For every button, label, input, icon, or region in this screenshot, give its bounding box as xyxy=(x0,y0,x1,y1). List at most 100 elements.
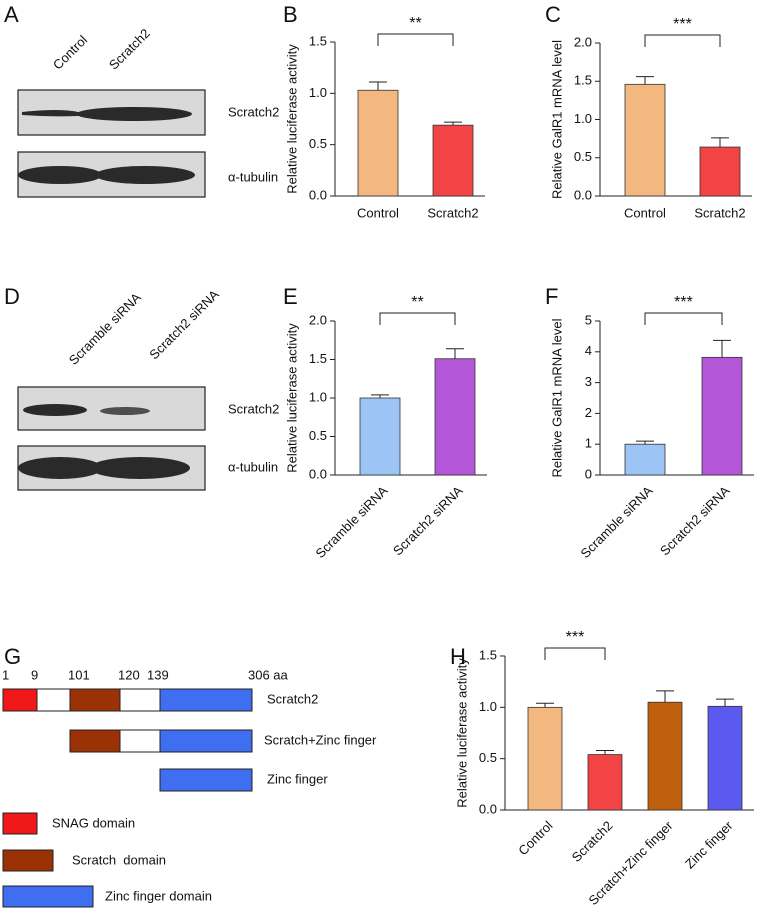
legend-label: Zinc finger domain xyxy=(105,888,212,903)
significance-bracket xyxy=(377,33,454,46)
y-tick-label: 1.0 xyxy=(309,85,327,100)
y-tick-label: 0.0 xyxy=(309,466,327,481)
y-tick-label: 0.5 xyxy=(574,149,592,164)
significance-label: *** xyxy=(566,629,585,646)
bar xyxy=(624,83,666,197)
y-tick-label: 1.0 xyxy=(309,389,327,404)
significance-bracket xyxy=(644,312,723,325)
lane-label: Scratch2 xyxy=(106,26,153,73)
band xyxy=(22,110,78,117)
x-tick-label: Scratch2 xyxy=(427,205,478,220)
significance-label: *** xyxy=(673,16,692,33)
y-tick-label: 1.0 xyxy=(479,699,497,714)
y-tick-label: 2.0 xyxy=(574,34,592,49)
x-tick-label: Control xyxy=(624,205,666,220)
band-label: Scratch2 xyxy=(228,104,279,119)
band xyxy=(95,166,195,184)
y-axis-label: Relative GalR1 mRNA level xyxy=(549,318,564,477)
band xyxy=(18,166,102,184)
bar xyxy=(701,356,743,476)
band xyxy=(90,457,190,479)
y-tick-label: 0.5 xyxy=(309,428,327,443)
panel-label: G xyxy=(4,644,21,669)
y-tick-label: 0 xyxy=(585,466,592,481)
legend-label: SNAG domain xyxy=(52,815,135,830)
y-tick-label: 0.0 xyxy=(309,187,327,202)
construct-label: Scratch+Zinc finger xyxy=(264,732,377,747)
x-tick-label: Scratch2 siRNA xyxy=(657,483,733,559)
y-axis-label: Relative luciferase activity xyxy=(284,44,299,194)
y-tick-label: 2.0 xyxy=(309,312,327,327)
bar xyxy=(707,705,743,811)
band xyxy=(18,457,102,479)
construct xyxy=(69,729,253,753)
y-tick-label: 1.5 xyxy=(479,647,497,662)
significance-label: *** xyxy=(674,294,693,311)
x-tick-label: Zinc finger xyxy=(682,817,736,871)
error-bar xyxy=(656,690,674,703)
band-label: α-tubulin xyxy=(228,459,278,474)
x-tick-label: Scratch2 xyxy=(569,818,616,865)
band xyxy=(76,107,192,121)
y-axis-label: Relative luciferase activity xyxy=(284,323,299,473)
position-label: 1 xyxy=(2,667,9,682)
position-label: 9 xyxy=(31,667,38,682)
y-tick-label: 0.5 xyxy=(479,750,497,765)
panel-label: C xyxy=(545,2,561,27)
y-tick-label: 1.5 xyxy=(309,33,327,48)
y-tick-label: 1 xyxy=(585,436,592,451)
panel-label: H xyxy=(450,644,466,669)
x-tick-label: Scratch2 xyxy=(694,205,745,220)
position-label: 120 xyxy=(118,667,140,682)
bar xyxy=(624,443,666,476)
y-tick-label: 4 xyxy=(585,343,592,358)
x-tick-label: Control xyxy=(357,205,399,220)
construct-label: Zinc finger xyxy=(267,771,328,786)
significance-label: ** xyxy=(409,15,421,32)
error-bar xyxy=(444,121,462,126)
x-tick-label: Control xyxy=(515,818,555,858)
construct-label: Scratch2 xyxy=(267,691,318,706)
position-label: 139 xyxy=(147,667,169,682)
bar xyxy=(647,701,683,811)
error-bar xyxy=(636,440,654,445)
legend-label: Scratch domain xyxy=(72,852,166,867)
lane-label: Scratch2 siRNA xyxy=(146,287,222,363)
error-bar xyxy=(716,698,734,707)
y-tick-label: 0.0 xyxy=(479,801,497,816)
error-bar xyxy=(371,394,389,398)
band-label: α-tubulin xyxy=(228,169,278,184)
legend-swatch xyxy=(2,849,54,872)
bar xyxy=(527,706,563,811)
position-label: 306 aa xyxy=(248,667,289,682)
significance-bracket xyxy=(644,34,721,47)
error-bar xyxy=(369,81,387,91)
y-axis-label: Relative GalR1 mRNA level xyxy=(549,40,564,199)
position-label: 101 xyxy=(68,667,90,682)
y-tick-label: 2 xyxy=(585,405,592,420)
x-tick-label: Scramble siRNA xyxy=(313,483,391,561)
panel-label: A xyxy=(4,2,19,27)
band xyxy=(23,404,87,416)
x-tick-label: Scratch2 siRNA xyxy=(390,483,466,559)
lane-label: Control xyxy=(50,32,90,72)
error-bar xyxy=(713,339,731,358)
bar xyxy=(587,754,623,811)
band-label: Scratch2 xyxy=(228,401,279,416)
bar xyxy=(432,124,474,197)
error-bar xyxy=(446,348,464,359)
bar xyxy=(434,358,476,476)
significance-bracket xyxy=(379,312,456,325)
panel-label: D xyxy=(4,284,20,309)
bar xyxy=(699,146,741,197)
y-tick-label: 3 xyxy=(585,374,592,389)
x-tick-label: Scramble siRNA xyxy=(578,483,656,561)
y-tick-label: 1.0 xyxy=(574,111,592,126)
bar xyxy=(359,397,401,476)
error-bar xyxy=(596,749,614,755)
legend-swatch xyxy=(2,812,38,835)
construct xyxy=(2,688,253,712)
y-tick-label: 0.0 xyxy=(574,187,592,202)
panel-label: E xyxy=(283,284,298,309)
